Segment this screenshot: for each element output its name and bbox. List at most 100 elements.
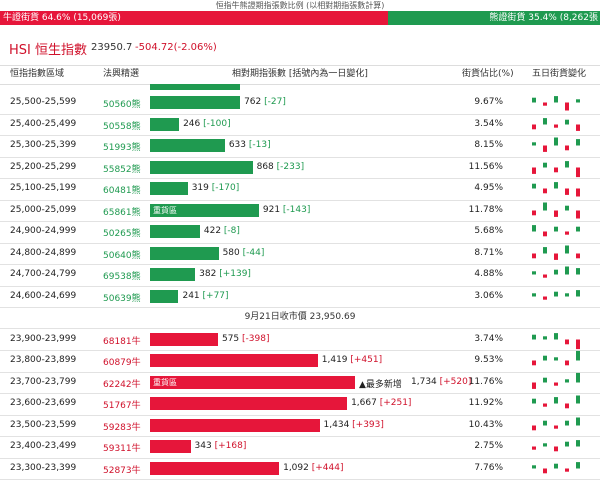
bear-row[interactable]: 24,800-24,899 50640熊 580 [-44] 8.71%	[0, 243, 600, 265]
warrant-code-link[interactable]: 55852熊	[103, 164, 141, 175]
bear-row[interactable]: 25,400-25,499 50558熊 246 [-100] 3.54%	[0, 114, 600, 136]
sparkline-bar	[576, 253, 580, 258]
five-day-sparkline	[532, 245, 580, 260]
header-range: 恒指指數區域	[10, 69, 65, 79]
warrant-code-link[interactable]: 50639熊	[103, 293, 141, 304]
bear-row[interactable]: 25,200-25,299 55852熊 868 [-233] 11.56%	[0, 157, 600, 179]
index-header: HSI 恒生指數 23950.7 -504.72(-2.06%)	[0, 27, 600, 66]
sparkline-bar	[532, 334, 536, 339]
bull-row[interactable]: 23,600-23,699 51767牛 1,667 [+251] 11.92%	[0, 393, 600, 416]
contracts-delta: [+393]	[349, 419, 384, 430]
table-header: 恒指指數區域 法興精選 相對期指張數 [括號內為一日變化] 街貨佔比(%) 五日…	[0, 64, 600, 85]
bull-row[interactable]: 23,400-23,499 59311牛 343 [+168] 2.75%	[0, 436, 600, 459]
bull-row[interactable]: 23,900-23,999 68181牛 575 [-398] 3.74%	[0, 329, 600, 351]
contracts-bar: 重貨區	[150, 375, 355, 389]
warrant-code-link[interactable]: 62242牛	[103, 379, 141, 390]
index-price: 23950.7	[91, 42, 133, 53]
five-day-sparkline	[532, 332, 580, 349]
five-day-sparkline	[532, 461, 580, 473]
contracts-number: 382	[199, 269, 217, 279]
warrant-code-link[interactable]: 59311牛	[103, 444, 141, 454]
contracts-bar	[150, 225, 200, 238]
bull-row[interactable]: 23,300-23,399 52873牛 1,092 [+444] 7.76%	[0, 458, 600, 480]
sparkline-bar	[543, 246, 547, 253]
contracts-value: 1,092 [+444]	[283, 463, 343, 473]
contracts-delta: [+451]	[347, 355, 383, 365]
bull-row[interactable]: 23,500-23,599 59283牛 1,434 [+393] 10.43%	[0, 415, 600, 437]
range-label: 25,500-25,599	[10, 97, 77, 107]
five-day-sparkline	[532, 350, 580, 366]
share-percent: 2.75%	[474, 441, 503, 451]
contracts-number: 241	[182, 290, 200, 301]
sparkline-bar	[565, 119, 569, 124]
sparkline-bar	[532, 183, 536, 189]
sparkline-bar	[543, 274, 547, 278]
sparkline-bar	[565, 231, 569, 235]
bear-row[interactable]: 25,500-25,599 50560熊 762 [-27] 9.67%	[0, 92, 600, 115]
sparkline-bar	[565, 292, 569, 296]
sparkline-bar	[543, 443, 547, 447]
sparkline-bar	[532, 253, 536, 258]
sparkline-bar	[565, 420, 569, 425]
contracts-delta: [-143]	[280, 204, 311, 215]
sparkline-bar	[576, 417, 580, 425]
bear-row[interactable]: 25,000-25,099 65861熊 重貨區 921 [-143] 11.78%	[0, 200, 600, 222]
contracts-number: 1,667	[351, 398, 377, 408]
range-label: 25,200-25,299	[10, 161, 77, 172]
bear-row[interactable]: 25,100-25,199 60481熊 319 [-170] 4.95%	[0, 178, 600, 201]
sparkline-bar	[543, 188, 547, 194]
sparkline-bar	[532, 446, 536, 450]
sparkline-bar	[543, 202, 547, 210]
range-label: 24,600-24,699	[10, 290, 77, 301]
warrant-code-link[interactable]: 69538熊	[103, 272, 141, 282]
warrant-code-link[interactable]: 59283牛	[103, 422, 141, 433]
warrant-code-link[interactable]: 60879牛	[103, 358, 141, 368]
bull-row[interactable]: 23,800-23,899 60879牛 1,419 [+451] 9.53%	[0, 350, 600, 373]
five-day-sparkline	[532, 440, 580, 452]
contracts-bar	[150, 354, 318, 367]
share-percent: 10.43%	[468, 419, 503, 430]
warrant-code-link[interactable]: 68181牛	[103, 336, 141, 347]
warrant-code-link[interactable]: 60481熊	[103, 186, 141, 196]
bear-row[interactable]: 25,300-25,399 51993熊 633 [-13] 8.15%	[0, 135, 600, 158]
sparkline-bar	[543, 102, 547, 106]
five-day-sparkline	[532, 137, 580, 152]
contracts-bar	[150, 246, 219, 260]
bull-ratio-segment: 牛證街貨 64.6% (15,069張)	[0, 11, 388, 25]
sparkline-bar	[554, 463, 558, 468]
warrant-code-link[interactable]: 65861熊	[103, 207, 141, 218]
warrant-code-link[interactable]: 50640熊	[103, 250, 141, 261]
five-day-sparkline	[532, 160, 580, 177]
range-label: 25,400-25,499	[10, 118, 77, 129]
contracts-bar	[150, 160, 253, 174]
contracts-value: 1,734 [+520]	[411, 377, 471, 387]
five-day-sparkline	[532, 96, 580, 111]
warrant-code-link[interactable]: 50558熊	[103, 121, 141, 132]
five-day-sparkline	[532, 395, 580, 409]
warrant-code-link[interactable]: 52873牛	[103, 465, 141, 476]
warrant-code-link[interactable]: 51767牛	[103, 401, 141, 411]
range-label: 23,900-23,999	[10, 333, 77, 344]
sparkline-bar	[565, 378, 569, 382]
sparkline-bar	[554, 397, 558, 404]
bull-row[interactable]: 23,700-23,799 62242牛 重貨區 ▲最多新增 1,734 [+520] 1…	[0, 372, 600, 394]
warrant-code-link[interactable]: 50560熊	[103, 100, 141, 110]
sparkline-bar	[532, 142, 536, 146]
warrant-code-link[interactable]: 51993熊	[103, 143, 141, 153]
bear-row[interactable]: 24,900-24,999 50265熊 422 [-8] 5.68%	[0, 221, 600, 244]
sparkline-bar	[554, 425, 558, 429]
share-percent: 4.95%	[474, 183, 503, 193]
sparkline-bar	[576, 210, 580, 218]
share-percent: 11.78%	[468, 204, 503, 215]
contracts-number: 921	[262, 204, 281, 215]
contracts-value: 1,434 [+393]	[324, 420, 384, 430]
contracts-bar	[150, 139, 225, 152]
share-percent: 11.56%	[468, 161, 503, 172]
sparkline-bar	[576, 461, 580, 468]
bear-row[interactable]: 24,600-24,699 50639熊 241 [+77] 3.06%	[0, 286, 600, 308]
bear-row[interactable]: 24,700-24,799 69538熊 382 [+139] 4.88%	[0, 264, 600, 287]
share-percent: 9.53%	[474, 355, 503, 365]
warrant-code-link[interactable]: 50265熊	[103, 229, 141, 239]
sparkline-bar	[576, 268, 580, 275]
heavy-zone-label: 重貨區	[153, 377, 177, 387]
